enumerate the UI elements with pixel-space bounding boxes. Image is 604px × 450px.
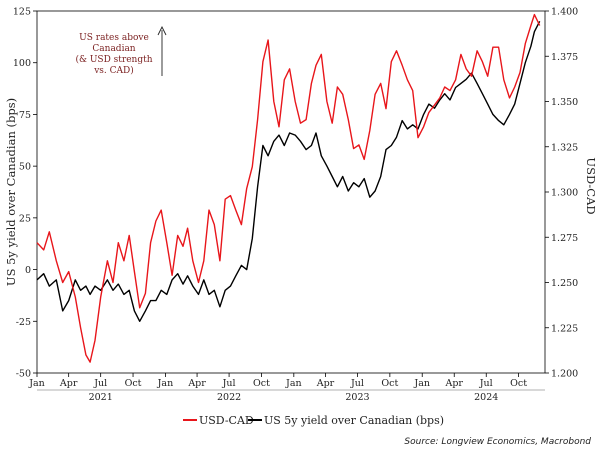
legend-label-usdcad: USD-CAD bbox=[199, 414, 254, 427]
x-axis-ticks: Jan Apr Jul Oct Jan Apr Jul Oct Jan Apr Jul Oct Jan A… bbox=[28, 373, 527, 389]
year-label: 2024 bbox=[474, 392, 498, 403]
x-tick-label: Jan bbox=[28, 378, 45, 389]
x-tick-label: Apr bbox=[444, 378, 463, 389]
legend-label-spread: US 5y yield over Canadian (bps) bbox=[264, 414, 444, 427]
left-tick-label: 25 bbox=[19, 213, 31, 224]
annotation-line-4: vs. CAD) bbox=[93, 65, 134, 76]
right-tick-label: 1.275 bbox=[551, 233, 578, 244]
left-tick-label: 100 bbox=[13, 58, 31, 69]
right-tick-label: 1.325 bbox=[551, 142, 578, 153]
x-tick-label: Jul bbox=[93, 378, 107, 389]
x-tick-label: Jul bbox=[350, 378, 364, 389]
x-tick-label: Jul bbox=[222, 378, 236, 389]
annotation-line-3: (& USD strength bbox=[75, 54, 152, 65]
y-left-axis-title: US 5y yield over Canadian (bps) bbox=[4, 98, 18, 286]
left-tick-label: -25 bbox=[16, 317, 31, 328]
x-tick-label: Jan bbox=[157, 378, 174, 389]
y-right-axis-title: USD-CAD bbox=[584, 157, 598, 214]
right-tick-label: 1.375 bbox=[551, 52, 578, 63]
source-note: Source: Longview Economics, Macrobond bbox=[404, 437, 591, 447]
series-lines bbox=[36, 13, 541, 363]
right-tick-label: 1.350 bbox=[551, 97, 578, 108]
year-label: 2021 bbox=[89, 392, 113, 403]
x-tick-label: Oct bbox=[253, 378, 270, 389]
spread-series-line bbox=[36, 20, 541, 322]
left-tick-label: 50 bbox=[19, 162, 31, 173]
up-arrow-icon bbox=[157, 25, 167, 36]
left-axis-ticks: 125 100 75 50 25 0 -25 -50 bbox=[13, 7, 37, 380]
x-tick-label: Apr bbox=[59, 378, 78, 389]
year-label: 2023 bbox=[345, 392, 369, 403]
usdcad-series-line bbox=[36, 13, 541, 363]
x-tick-label: Oct bbox=[510, 378, 527, 389]
x-tick-label: Apr bbox=[316, 378, 335, 389]
x-tick-label: Oct bbox=[125, 378, 142, 389]
right-axis-ticks: 1.400 1.375 1.350 1.325 1.300 1.275 1.250 1.225… bbox=[545, 7, 578, 380]
right-tick-label: 1.300 bbox=[551, 188, 578, 199]
legend: USD-CAD US 5y yield over Canadian (bps) bbox=[183, 414, 444, 427]
x-tick-label: Jan bbox=[413, 378, 430, 389]
right-tick-label: 1.250 bbox=[551, 278, 578, 289]
x-axis-year-labels: 2021 2022 2023 2024 bbox=[89, 392, 499, 403]
left-tick-label: -50 bbox=[16, 369, 31, 380]
right-tick-label: 1.400 bbox=[551, 7, 578, 18]
left-tick-label: 0 bbox=[25, 265, 31, 276]
annotation: US rates above Canadian (& USD strength … bbox=[75, 25, 167, 76]
annotation-line-1: US rates above bbox=[79, 33, 149, 43]
x-tick-label: Oct bbox=[381, 378, 398, 389]
x-tick-label: Jul bbox=[479, 378, 493, 389]
annotation-line-2: Canadian bbox=[92, 44, 135, 54]
right-tick-label: 1.225 bbox=[551, 323, 578, 334]
left-tick-label: 125 bbox=[13, 7, 31, 18]
left-tick-label: 75 bbox=[19, 110, 31, 121]
x-tick-label: Jan bbox=[285, 378, 302, 389]
year-label: 2022 bbox=[217, 392, 241, 403]
x-tick-label: Apr bbox=[187, 378, 206, 389]
right-tick-label: 1.200 bbox=[551, 369, 578, 380]
